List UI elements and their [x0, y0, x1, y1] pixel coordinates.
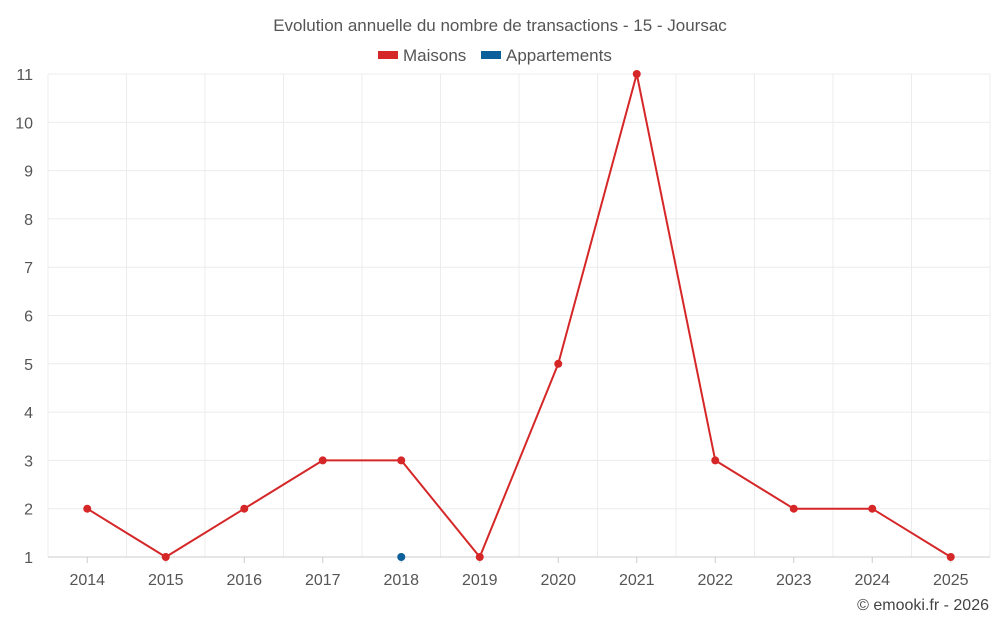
y-tick-label: 10: [15, 115, 33, 132]
y-tick-label: 5: [24, 357, 33, 374]
data-point-maisons[interactable]: [397, 456, 406, 465]
y-tick-label: 8: [24, 212, 33, 229]
y-tick-label: 9: [24, 164, 33, 181]
legend: Maisons Appartements: [378, 46, 612, 65]
copyright-text: © emooki.fr - 2026: [857, 597, 989, 614]
x-tick-label: 2015: [148, 572, 184, 589]
axes: 1 2 3 4 5 6 7 8 9 10 11 2014 2015 2016 2017 2018 2019 202…: [15, 67, 990, 589]
data-point-maisons[interactable]: [789, 504, 798, 513]
y-tick-label: 6: [24, 309, 33, 326]
x-tick-label: 2018: [383, 572, 419, 589]
y-tick-label: 3: [24, 453, 33, 470]
y-tick-label: 1: [24, 550, 33, 567]
data-point-maisons[interactable]: [161, 553, 170, 561]
x-tick-label: 2022: [697, 572, 733, 589]
data-point-maisons[interactable]: [946, 553, 955, 561]
x-tick-label: 2020: [540, 572, 576, 589]
series: [83, 70, 955, 561]
legend-swatch-appartements: [481, 51, 501, 59]
data-point-maisons[interactable]: [83, 504, 92, 513]
y-tick-label: 11: [16, 67, 33, 84]
data-point-maisons[interactable]: [475, 553, 484, 561]
x-tick-label: 2014: [69, 572, 105, 589]
y-tick-label: 4: [24, 405, 33, 422]
series-line-maisons: [86, 73, 952, 558]
x-tick-label: 2025: [933, 572, 969, 589]
x-tick-label: 2021: [619, 572, 655, 589]
legend-swatch-maisons: [378, 51, 398, 59]
y-tick-label: 2: [24, 502, 33, 519]
data-point-maisons[interactable]: [711, 456, 720, 465]
legend-item-maisons[interactable]: Maisons: [378, 46, 466, 65]
legend-label-appartements: Appartements: [506, 46, 612, 65]
data-point-appartements[interactable]: [397, 553, 406, 561]
x-tick-label: 2016: [226, 572, 262, 589]
data-point-maisons[interactable]: [632, 70, 641, 78]
x-tick-label: 2024: [854, 572, 890, 589]
x-tick-label: 2017: [305, 572, 341, 589]
x-tick-label: 2019: [462, 572, 498, 589]
y-tick-label: 7: [24, 260, 33, 277]
legend-item-appartements[interactable]: Appartements: [481, 46, 612, 65]
grid: [47, 73, 991, 558]
legend-label-maisons: Maisons: [403, 46, 466, 65]
data-point-maisons[interactable]: [868, 504, 877, 513]
data-point-maisons[interactable]: [318, 456, 327, 465]
chart-title: Evolution annuelle du nombre de transact…: [273, 16, 727, 35]
data-point-maisons[interactable]: [554, 359, 563, 368]
data-point-maisons[interactable]: [240, 504, 249, 513]
x-tick-label: 2023: [776, 572, 812, 589]
